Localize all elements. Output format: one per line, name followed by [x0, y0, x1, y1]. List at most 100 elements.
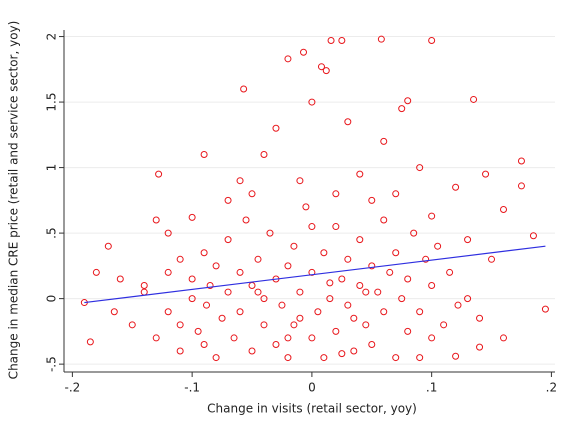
- point: [308, 334, 316, 342]
- point: [488, 255, 496, 263]
- point: [338, 275, 346, 283]
- point: [416, 164, 424, 172]
- point: [308, 223, 316, 231]
- point: [356, 282, 364, 290]
- point: [116, 275, 124, 283]
- point: [317, 63, 325, 71]
- point: [308, 268, 316, 276]
- point: [164, 308, 172, 316]
- point: [164, 229, 172, 237]
- point: [212, 262, 220, 270]
- point: [308, 98, 316, 106]
- point: [320, 249, 328, 257]
- point: [278, 301, 286, 309]
- point: [200, 150, 208, 158]
- point: [200, 249, 208, 257]
- point: [416, 354, 424, 362]
- point: [152, 216, 160, 224]
- point: [212, 354, 220, 362]
- x-tick-label: -.2: [64, 381, 80, 395]
- point: [338, 36, 346, 44]
- y-tick-label: 2: [45, 33, 59, 41]
- point: [464, 236, 472, 244]
- point: [356, 170, 364, 178]
- point: [541, 305, 549, 313]
- point: [362, 321, 370, 329]
- x-tick-label: .2: [546, 381, 557, 395]
- point: [236, 268, 244, 276]
- x-tick-label: .1: [426, 381, 437, 395]
- point: [284, 334, 292, 342]
- point: [128, 321, 136, 329]
- point: [356, 236, 364, 244]
- point: [410, 229, 418, 237]
- point: [260, 150, 268, 158]
- point: [326, 295, 334, 303]
- point: [104, 242, 112, 250]
- point: [327, 36, 335, 44]
- point: [428, 36, 436, 44]
- point: [476, 343, 484, 351]
- point: [454, 301, 462, 309]
- point: [374, 288, 382, 296]
- point: [332, 190, 340, 198]
- point: [302, 203, 310, 211]
- point: [476, 314, 484, 322]
- point: [140, 282, 148, 290]
- point: [272, 340, 280, 348]
- point: [529, 232, 537, 240]
- point: [110, 308, 118, 316]
- point: [404, 97, 412, 105]
- point: [482, 170, 490, 178]
- point: [392, 354, 400, 362]
- point: [344, 118, 352, 126]
- point: [380, 216, 388, 224]
- point: [377, 35, 385, 43]
- point: [350, 314, 358, 322]
- point: [240, 85, 248, 93]
- point: [422, 255, 430, 263]
- point: [290, 242, 298, 250]
- point: [194, 327, 202, 335]
- point: [404, 327, 412, 335]
- point: [176, 255, 184, 263]
- point: [248, 190, 256, 198]
- point: [332, 223, 340, 231]
- point: [248, 347, 256, 355]
- point: [188, 213, 196, 221]
- point: [188, 295, 196, 303]
- point: [224, 196, 232, 204]
- point: [362, 288, 370, 296]
- point: [368, 262, 376, 270]
- point: [326, 279, 334, 287]
- point: [290, 321, 298, 329]
- point: [176, 347, 184, 355]
- point: [344, 301, 352, 309]
- point: [224, 288, 232, 296]
- point: [218, 314, 226, 322]
- point: [350, 347, 358, 355]
- point: [380, 308, 388, 316]
- point: [332, 327, 340, 335]
- point: [284, 262, 292, 270]
- point: [260, 321, 268, 329]
- point: [230, 334, 238, 342]
- point: [392, 249, 400, 257]
- point: [470, 95, 478, 103]
- point: [322, 67, 330, 75]
- point: [284, 55, 292, 63]
- x-tick-label: -.1: [184, 381, 200, 395]
- point: [155, 170, 163, 178]
- point: [203, 301, 211, 309]
- point: [152, 334, 160, 342]
- point: [500, 334, 508, 342]
- point: [296, 288, 304, 296]
- x-tick-label: 0: [308, 381, 316, 395]
- point: [254, 255, 262, 263]
- y-tick-label: 0: [45, 295, 59, 303]
- point: [517, 157, 525, 165]
- point: [428, 334, 436, 342]
- point: [398, 295, 406, 303]
